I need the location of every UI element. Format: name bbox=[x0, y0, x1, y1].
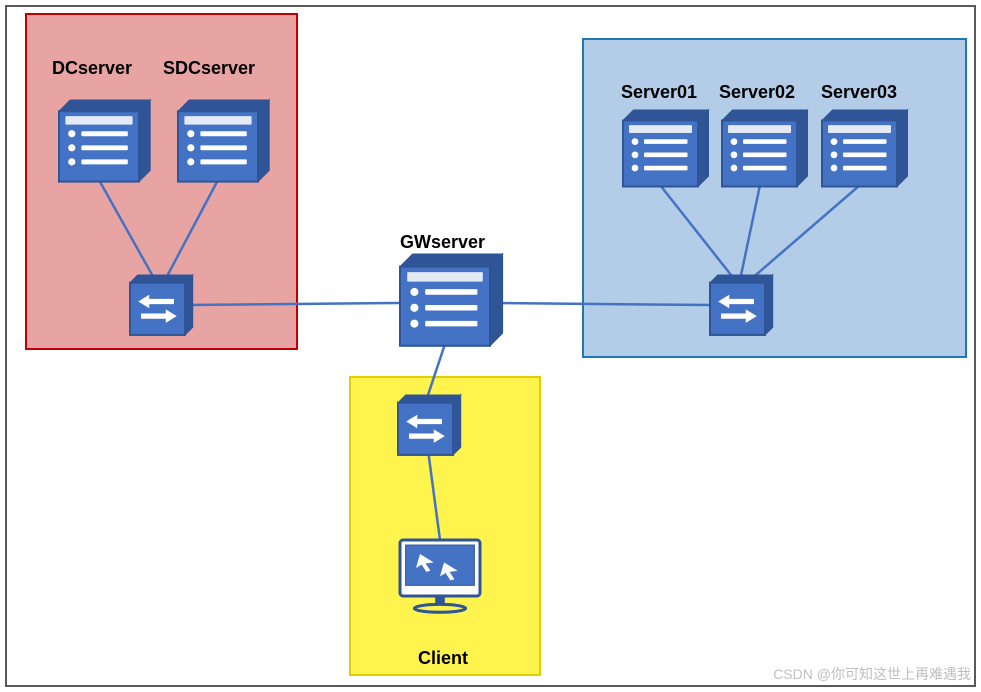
label-server01: Server01 bbox=[621, 82, 697, 103]
label-server02: Server02 bbox=[719, 82, 795, 103]
label-client: Client bbox=[418, 648, 468, 669]
server-02-icon bbox=[722, 110, 808, 187]
server-sdc-icon bbox=[178, 100, 269, 182]
server-dc-icon bbox=[59, 100, 150, 182]
client-pc-icon bbox=[400, 540, 480, 612]
switch-left-icon bbox=[130, 275, 193, 335]
label-server03: Server03 bbox=[821, 82, 897, 103]
server-gw-icon bbox=[400, 254, 503, 346]
label-dcserver: DCserver bbox=[52, 58, 132, 79]
switch-bottom-icon bbox=[398, 395, 461, 455]
switch-right-icon bbox=[710, 275, 773, 335]
server-01-icon bbox=[623, 110, 709, 187]
nodes-layer bbox=[0, 0, 981, 692]
diagram-canvas: DCserver SDCserver GWserver Server01 Ser… bbox=[0, 0, 981, 692]
server-03-icon bbox=[822, 110, 908, 187]
label-sdcserver: SDCserver bbox=[163, 58, 255, 79]
watermark-text: CSDN @你可知这世上再难遇我 bbox=[773, 664, 971, 684]
label-gwserver: GWserver bbox=[400, 232, 485, 253]
